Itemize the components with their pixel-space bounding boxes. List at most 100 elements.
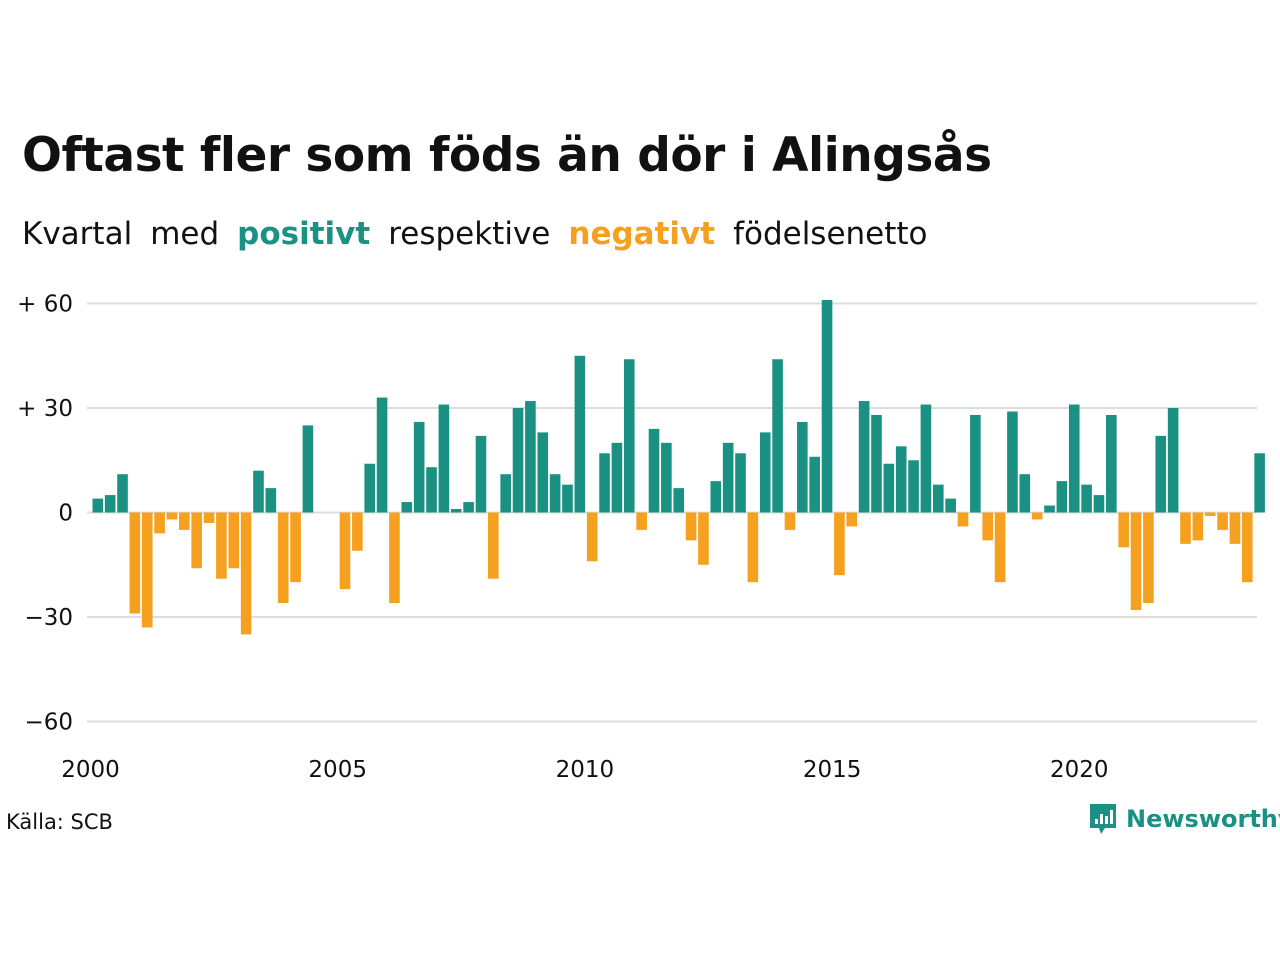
bar-positive xyxy=(932,484,944,513)
bar-negative xyxy=(129,512,141,614)
brand-logo: Newsworthy xyxy=(1088,802,1280,836)
bar-positive xyxy=(623,359,635,513)
bar-negative xyxy=(339,512,351,590)
x-tick-label: 2000 xyxy=(61,757,120,783)
bar-positive xyxy=(426,467,437,513)
bar-positive xyxy=(920,404,932,513)
bar-negative xyxy=(1143,512,1154,604)
bar-positive xyxy=(1093,495,1105,513)
bar-positive xyxy=(797,421,808,513)
bar-negative xyxy=(1031,512,1043,520)
bar-negative xyxy=(1204,512,1216,516)
bar-positive xyxy=(1068,404,1080,513)
bar-positive xyxy=(574,355,586,513)
bar-negative xyxy=(154,512,165,534)
y-tick-label: −30 xyxy=(24,605,73,631)
brand-name: Newsworthy xyxy=(1126,805,1280,833)
bar-positive xyxy=(673,488,685,513)
bar-positive xyxy=(1081,484,1092,513)
bar-positive xyxy=(710,481,722,513)
x-tick-label: 2020 xyxy=(1050,757,1109,783)
bar-negative xyxy=(141,512,153,628)
bar-positive xyxy=(908,460,919,513)
bar-negative xyxy=(994,512,1006,583)
bar-positive xyxy=(858,401,870,513)
x-tick-label: 2010 xyxy=(556,757,615,783)
source-label: Källa: SCB xyxy=(6,810,113,834)
y-tick-label: 0 xyxy=(58,501,73,527)
y-tick-label: + 60 xyxy=(17,292,73,318)
bar-positive xyxy=(648,428,660,513)
bar-positive xyxy=(661,442,672,513)
bar-positive xyxy=(895,446,907,513)
bar-positive xyxy=(1254,453,1265,513)
x-tick-label: 2015 xyxy=(803,757,862,783)
chart-subtitle: Kvartal med positivt respektive negativt föde… xyxy=(22,216,946,252)
bar-positive xyxy=(92,498,104,513)
x-tick-label: 2005 xyxy=(308,757,367,783)
bar-positive xyxy=(1106,414,1117,513)
bar-positive xyxy=(735,453,746,513)
subtitle-word: med xyxy=(150,216,220,252)
bar-positive xyxy=(537,432,549,513)
bar-negative xyxy=(846,512,858,527)
bar-positive xyxy=(1019,474,1031,513)
bar-positive xyxy=(376,397,388,513)
bar-positive xyxy=(809,456,820,513)
bar-negative xyxy=(586,512,598,562)
bar-positive xyxy=(401,502,413,513)
bar-positive xyxy=(772,359,783,513)
bar-negative xyxy=(784,512,796,530)
bar-positive xyxy=(562,484,573,513)
bar-negative xyxy=(203,512,215,523)
bar-positive xyxy=(1167,408,1179,513)
subtitle-word: födelsenetto xyxy=(733,216,928,252)
bar-positive xyxy=(104,495,116,513)
bar-negative xyxy=(352,512,363,551)
bar-negative xyxy=(1241,512,1253,583)
bar-chart: + 60 + 30 0 −30 −60 2000 2005 2010 2015 2020 xyxy=(17,292,1265,783)
bar-positive xyxy=(475,435,487,513)
bar-negative xyxy=(216,512,227,579)
bar-positive xyxy=(883,463,895,513)
bar-negative xyxy=(1118,512,1129,548)
bar-positive xyxy=(821,300,833,513)
bar-negative xyxy=(1217,512,1228,530)
bar-positive xyxy=(413,421,425,513)
bar-positive xyxy=(525,401,536,513)
bar-negative xyxy=(1130,512,1142,611)
bar-positive xyxy=(611,442,623,513)
newsworthy-logo-icon xyxy=(1090,804,1116,834)
bar-negative xyxy=(277,512,289,604)
bar-negative xyxy=(191,512,202,569)
bar-negative xyxy=(228,512,240,569)
bar-negative xyxy=(240,512,252,635)
bar-positive xyxy=(450,509,462,513)
subtitle-word: Kvartal xyxy=(22,216,133,252)
bar-positive xyxy=(117,474,128,513)
bar-positive xyxy=(1155,435,1167,513)
bar-positive xyxy=(512,408,524,513)
bar-positive xyxy=(302,425,314,513)
chart-title: Oftast fler som föds än dör i Alingsås xyxy=(22,128,992,183)
bar-positive xyxy=(500,474,511,513)
subtitle-word: respektive xyxy=(388,216,551,252)
bar-positive xyxy=(945,498,956,513)
bar-positive xyxy=(364,463,376,513)
bar-positive xyxy=(265,488,277,513)
bar-negative xyxy=(698,512,709,565)
subtitle-negative-label: negativt xyxy=(568,216,716,252)
bar-negative xyxy=(747,512,759,583)
bar-negative xyxy=(1180,512,1191,544)
bar-negative xyxy=(1229,512,1241,544)
bar-negative xyxy=(290,512,301,583)
bar-positive xyxy=(759,432,771,513)
bar-negative xyxy=(389,512,400,604)
bar-positive xyxy=(463,502,474,513)
bar-negative xyxy=(685,512,697,541)
bar-negative xyxy=(957,512,969,527)
subtitle-positive-label: positivt xyxy=(237,216,371,252)
bar-negative xyxy=(834,512,845,576)
y-tick-label: + 30 xyxy=(17,396,73,422)
bar-positive xyxy=(1007,411,1018,513)
